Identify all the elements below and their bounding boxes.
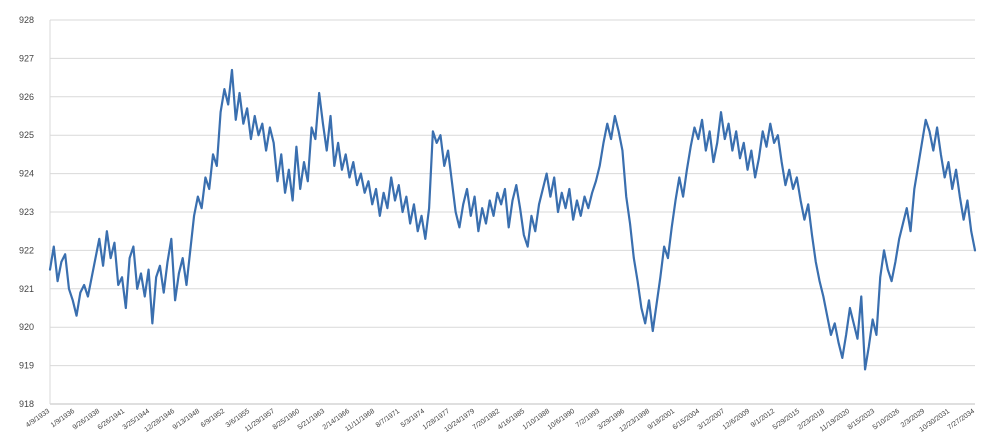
- x-tick-label: 5/29/2015: [772, 408, 802, 432]
- x-tick-label: 4/9/1933: [25, 408, 51, 429]
- y-tick-label: 922: [19, 245, 34, 255]
- x-tick-label: 1/10/1988: [522, 408, 552, 432]
- y-tick-label: 919: [19, 361, 34, 371]
- y-tick-label: 918: [19, 399, 34, 409]
- x-tick-label: 8/15/2023: [847, 408, 877, 432]
- y-tick-label: 927: [19, 53, 34, 63]
- x-tick-label: 6/26/1941: [97, 408, 127, 432]
- y-axis-tick-labels: 918 919 920 921 922 923 924 925 926 927 928: [19, 15, 34, 409]
- x-axis-tick-labels: 4/9/19331/9/19369/26/19386/26/19413/25/1…: [25, 408, 976, 434]
- y-tick-label: 921: [19, 284, 34, 294]
- x-tick-label: 3/12/2007: [697, 408, 727, 432]
- y-tick-label: 920: [19, 322, 34, 332]
- x-tick-label: 6/9/1952: [200, 408, 226, 429]
- x-tick-label: 7/20/1982: [472, 408, 502, 432]
- x-tick-label: 9/18/2001: [647, 408, 677, 432]
- x-tick-label: 10/6/1990: [547, 408, 577, 432]
- x-tick-label: 8/7/1971: [375, 408, 401, 429]
- y-tick-label: 926: [19, 92, 34, 102]
- x-tick-label: 7/27/2034: [947, 408, 977, 432]
- x-tick-label: 5/10/2026: [872, 408, 902, 432]
- y-tick-label: 923: [19, 207, 34, 217]
- y-tick-label: 928: [19, 15, 34, 25]
- series-line: [48, 68, 977, 371]
- x-tick-label: 6/15/2004: [672, 408, 702, 432]
- x-tick-label: 4/16/1985: [497, 408, 527, 432]
- x-tick-label: 12/6/2009: [722, 408, 752, 432]
- y-tick-label: 925: [19, 130, 34, 140]
- x-tick-label: 9/13/1948: [172, 408, 202, 432]
- x-tick-label: 9/26/1938: [72, 408, 102, 432]
- x-tick-label: 8/25/1960: [272, 408, 302, 432]
- y-tick-label: 924: [19, 169, 34, 179]
- series-lines: [48, 68, 977, 371]
- x-tick-label: 5/21/1963: [297, 408, 327, 432]
- gridlines: [49, 19, 975, 405]
